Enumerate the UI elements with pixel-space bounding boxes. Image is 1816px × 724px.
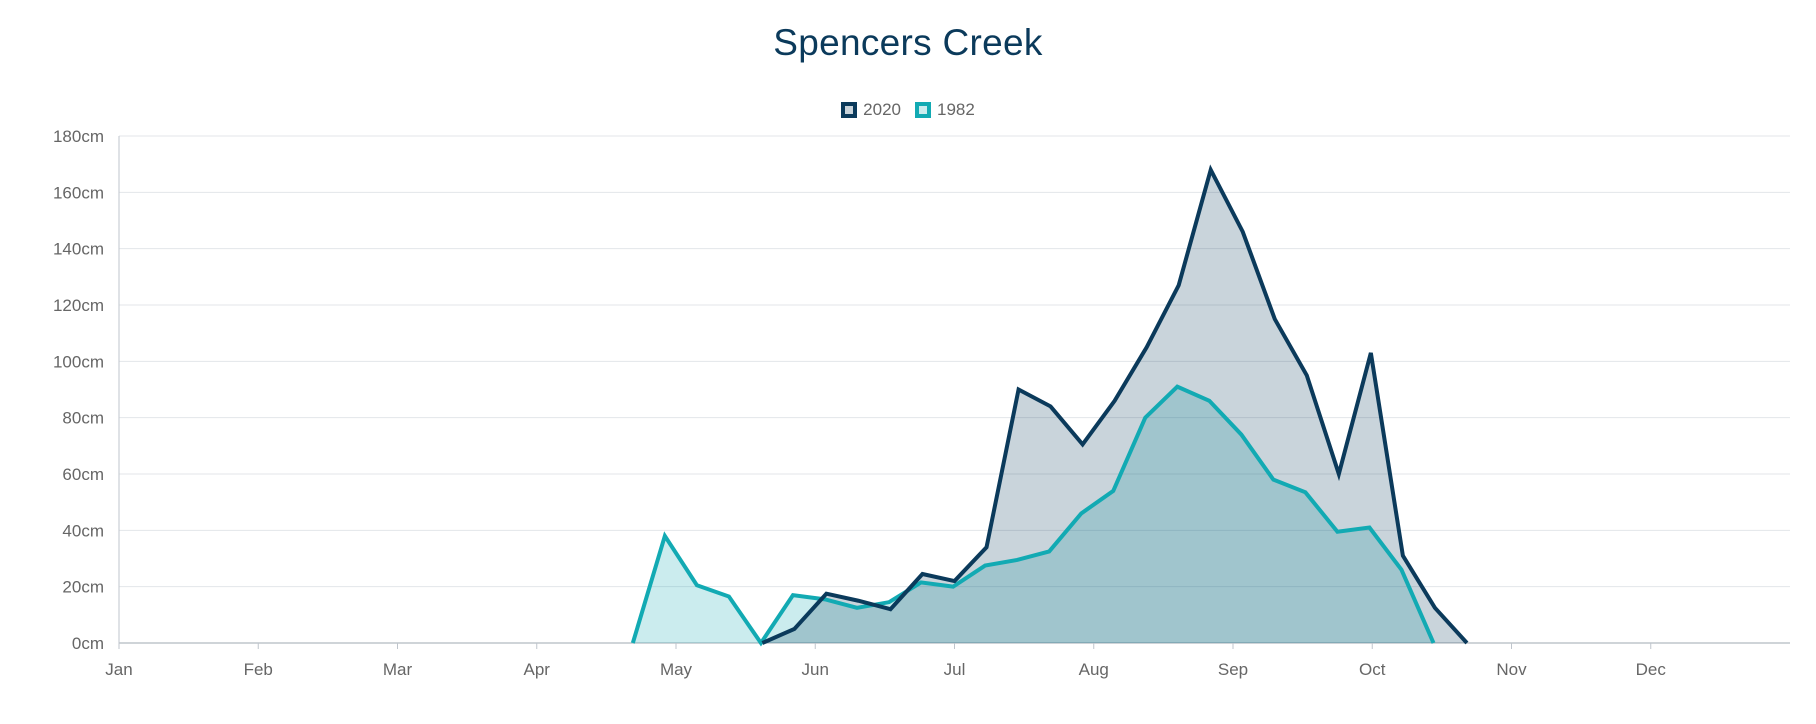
data-point-1982-5[interactable] xyxy=(790,592,796,598)
x-tick-label-jul: Jul xyxy=(944,660,966,679)
data-point-1982-3[interactable] xyxy=(726,594,732,600)
data-point-2020-7[interactable] xyxy=(984,544,990,550)
data-point-1982-7[interactable] xyxy=(854,605,860,611)
data-point-2020-20[interactable] xyxy=(1400,553,1406,559)
data-point-2020-14[interactable] xyxy=(1208,167,1214,173)
data-point-1982-8[interactable] xyxy=(886,599,892,605)
x-tick-label-apr: Apr xyxy=(524,660,551,679)
data-point-2020-10[interactable] xyxy=(1080,441,1086,447)
y-tick-label-60: 60cm xyxy=(62,465,104,484)
legend: 2020 1982 xyxy=(0,100,1816,120)
data-point-2020-13[interactable] xyxy=(1176,282,1182,288)
y-tick-label-140: 140cm xyxy=(53,240,104,259)
series-area-1982 xyxy=(632,386,1434,643)
data-point-1982-15[interactable] xyxy=(1110,488,1116,494)
data-point-1982-21[interactable] xyxy=(1302,489,1308,495)
data-point-2020-2[interactable] xyxy=(823,591,829,597)
data-point-2020-17[interactable] xyxy=(1304,372,1310,378)
y-tick-label-80: 80cm xyxy=(62,409,104,428)
legend-label-2020: 2020 xyxy=(863,100,901,119)
data-point-2020-4[interactable] xyxy=(887,606,893,612)
x-tick-label-oct: Oct xyxy=(1359,660,1386,679)
x-tick-label-jan: Jan xyxy=(105,660,132,679)
y-tick-label-20: 20cm xyxy=(62,578,104,597)
data-point-1982-0[interactable] xyxy=(630,640,636,646)
data-point-1982-24[interactable] xyxy=(1398,567,1404,573)
data-point-1982-1[interactable] xyxy=(662,533,668,539)
series-area-2020 xyxy=(762,169,1467,644)
data-point-2020-15[interactable] xyxy=(1240,229,1246,235)
data-point-1982-20[interactable] xyxy=(1270,477,1276,483)
data-point-2020-12[interactable] xyxy=(1144,344,1150,350)
y-tick-label-120: 120cm xyxy=(53,296,104,315)
data-point-1982-16[interactable] xyxy=(1142,415,1148,421)
x-tick-label-feb: Feb xyxy=(244,660,273,679)
legend-swatch-2020 xyxy=(841,102,858,118)
legend-label-1982: 1982 xyxy=(937,100,975,119)
data-point-1982-11[interactable] xyxy=(982,563,988,569)
data-point-1982-18[interactable] xyxy=(1206,398,1212,404)
data-point-1982-13[interactable] xyxy=(1046,548,1052,554)
y-tick-label-180: 180cm xyxy=(53,127,104,146)
chart-title: Spencers Creek xyxy=(773,22,1043,63)
data-point-2020-1[interactable] xyxy=(791,626,797,632)
series-line-1982[interactable] xyxy=(630,384,1436,647)
data-point-1982-22[interactable] xyxy=(1334,529,1340,535)
x-tick-label-may: May xyxy=(660,660,693,679)
data-point-2020-5[interactable] xyxy=(919,571,925,577)
data-point-1982-17[interactable] xyxy=(1174,384,1180,390)
data-point-2020-18[interactable] xyxy=(1336,471,1342,477)
data-point-2020-6[interactable] xyxy=(952,578,958,584)
data-point-2020-11[interactable] xyxy=(1112,398,1118,404)
x-tick-label-mar: Mar xyxy=(383,660,413,679)
data-point-2020-19[interactable] xyxy=(1368,350,1374,356)
x-tick-label-jun: Jun xyxy=(802,660,829,679)
y-tick-label-40: 40cm xyxy=(62,521,104,540)
x-tick-label-dec: Dec xyxy=(1636,660,1667,679)
x-tick-label-sep: Sep xyxy=(1218,660,1248,679)
legend-item-2020[interactable]: 2020 xyxy=(841,100,901,120)
legend-item-1982[interactable]: 1982 xyxy=(915,100,975,120)
y-tick-label-100: 100cm xyxy=(53,352,104,371)
data-point-2020-22[interactable] xyxy=(1464,640,1470,646)
x-tick-label-aug: Aug xyxy=(1079,660,1109,679)
data-point-2020-0[interactable] xyxy=(759,640,765,646)
data-point-1982-12[interactable] xyxy=(1014,557,1020,563)
data-point-1982-25[interactable] xyxy=(1431,640,1437,646)
data-point-2020-8[interactable] xyxy=(1016,387,1022,393)
data-point-1982-2[interactable] xyxy=(694,582,700,588)
data-point-1982-14[interactable] xyxy=(1078,510,1084,516)
data-point-1982-10[interactable] xyxy=(950,584,956,590)
data-point-2020-9[interactable] xyxy=(1048,403,1054,409)
data-point-1982-19[interactable] xyxy=(1238,432,1244,438)
y-tick-label-160: 160cm xyxy=(53,183,104,202)
data-point-2020-3[interactable] xyxy=(855,598,861,604)
data-point-1982-23[interactable] xyxy=(1366,525,1372,531)
series-line-2020[interactable] xyxy=(761,164,1469,645)
data-point-2020-16[interactable] xyxy=(1272,316,1278,322)
y-tick-label-0: 0cm xyxy=(72,634,104,653)
data-point-2020-21[interactable] xyxy=(1432,605,1438,611)
x-tick-label-nov: Nov xyxy=(1496,660,1527,679)
legend-swatch-1982 xyxy=(915,102,931,118)
